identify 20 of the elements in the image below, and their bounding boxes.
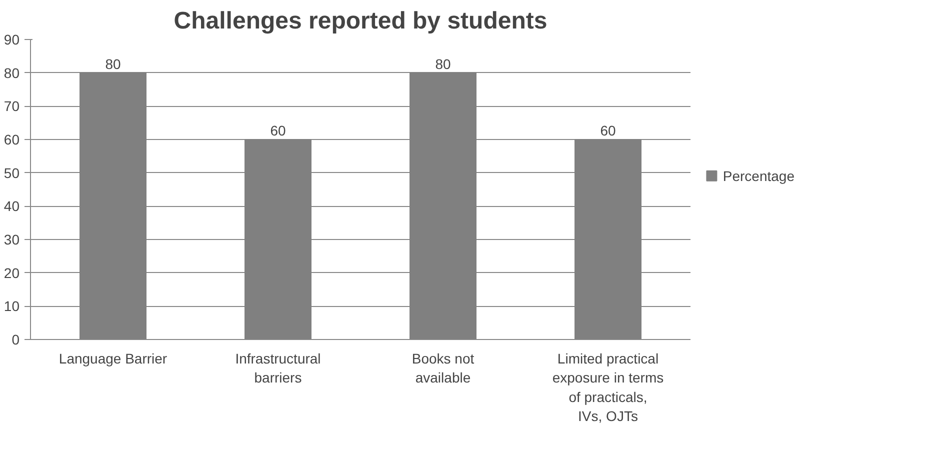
y-tick-label: 60 [4,132,20,148]
data-label: 80 [105,56,121,72]
y-tick-label: 80 [4,64,20,81]
x-tick-label: Books not available [412,350,474,386]
legend-label: Percentage [722,168,795,184]
data-label: 60 [600,122,616,138]
x-tick-label: Limited practical exposure in terms of practicals, IVs, OJTs [552,350,664,424]
data-label: 80 [435,56,451,72]
y-tick-label: 40 [4,198,20,214]
y-tick-label: 70 [4,98,20,114]
y-tick-label: 20 [4,264,20,281]
chart-title: Challenges reported by students [174,8,548,34]
y-tick-label: 90 [4,32,20,48]
y-tick-label: 0 [12,332,20,348]
y-tick-label: 10 [4,298,20,314]
x-tick-label: Infrastructural barriers [235,350,321,386]
data-label: 60 [270,122,286,138]
y-tick-label: 50 [4,164,20,181]
x-tick-label: Language Barrier [58,350,168,366]
y-tick-label: 30 [4,232,20,248]
